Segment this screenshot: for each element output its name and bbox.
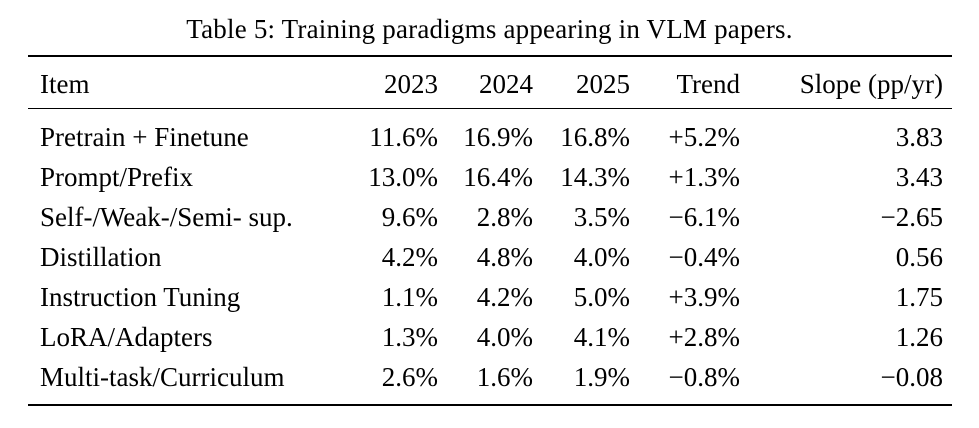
cell-2023: 2.6% — [381, 362, 438, 392]
column-header-2024: 2024 — [438, 57, 533, 109]
table-row: Prompt/Prefix 13.0% 16.4% 14.3% +1.3% 3.… — [28, 157, 952, 197]
cell-2024: 2.8% — [476, 202, 533, 232]
cell-2023: 4.2% — [381, 242, 438, 272]
column-header-item: Item — [28, 57, 308, 109]
cell-2023: 9.6% — [381, 202, 438, 232]
cell-item: LoRA/Adapters — [40, 322, 213, 352]
column-header-2023: 2023 — [308, 57, 438, 109]
cell-2025: 4.1% — [573, 322, 630, 352]
cell-2025: 5.0% — [573, 282, 630, 312]
cell-2025: 1.9% — [573, 362, 630, 392]
table-row: Distillation 4.2% 4.8% 4.0% −0.4% 0.56 — [28, 237, 952, 277]
header-row: Item 2023 2024 2025 Trend Slope (pp/yr) — [28, 57, 952, 109]
training-paradigms-table: Item 2023 2024 2025 Trend Slope (pp/yr) … — [28, 55, 952, 406]
cell-trend: +3.9% — [668, 282, 740, 312]
table-row: Self-/Weak-/Semi- sup. 9.6% 2.8% 3.5% −6… — [28, 197, 952, 237]
cell-trend: −0.8% — [668, 362, 740, 392]
cell-trend: +2.8% — [668, 322, 740, 352]
column-header-trend: Trend — [630, 57, 740, 109]
cell-2025: 4.0% — [573, 242, 630, 272]
cell-slope: −2.65 — [880, 202, 943, 232]
cell-trend: +5.2% — [668, 122, 740, 152]
data-table: Item 2023 2024 2025 Trend Slope (pp/yr) … — [28, 57, 952, 397]
cell-2024: 1.6% — [476, 362, 533, 392]
cell-trend: +1.3% — [668, 162, 740, 192]
cell-2024: 16.4% — [463, 162, 533, 192]
cell-item: Self-/Weak-/Semi- sup. — [40, 202, 293, 232]
table-row: Instruction Tuning 1.1% 4.2% 5.0% +3.9% … — [28, 277, 952, 317]
cell-2024: 4.8% — [476, 242, 533, 272]
cell-slope: 3.83 — [895, 122, 943, 152]
cell-2025: 14.3% — [560, 162, 630, 192]
cell-2023: 1.3% — [381, 322, 438, 352]
cell-2023: 13.0% — [368, 162, 438, 192]
cell-2024: 16.9% — [463, 122, 533, 152]
cell-slope: 1.26 — [895, 322, 943, 352]
cell-item: Prompt/Prefix — [40, 162, 193, 192]
cell-slope: 1.75 — [895, 282, 943, 312]
cell-item: Multi-task/Curriculum — [40, 362, 285, 392]
column-header-slope: Slope (pp/yr) — [740, 57, 952, 109]
table-caption: Table 5: Training paradigms appearing in… — [186, 14, 793, 44]
cell-2023: 11.6% — [369, 122, 438, 152]
table-row: Pretrain + Finetune 11.6% 16.9% 16.8% +5… — [28, 109, 952, 158]
cell-trend: −0.4% — [668, 242, 740, 272]
cell-item: Pretrain + Finetune — [40, 122, 249, 152]
cell-item: Instruction Tuning — [40, 282, 241, 312]
table-row: Multi-task/Curriculum 2.6% 1.6% 1.9% −0.… — [28, 357, 952, 397]
cell-trend: −6.1% — [668, 202, 740, 232]
table-row: LoRA/Adapters 1.3% 4.0% 4.1% +2.8% 1.26 — [28, 317, 952, 357]
cell-2025: 16.8% — [560, 122, 630, 152]
cell-2025: 3.5% — [573, 202, 630, 232]
cell-2024: 4.0% — [476, 322, 533, 352]
column-header-2025: 2025 — [533, 57, 630, 109]
cell-2024: 4.2% — [476, 282, 533, 312]
cell-item: Distillation — [40, 242, 162, 272]
cell-slope: 3.43 — [895, 162, 943, 192]
cell-slope: 0.56 — [895, 242, 943, 272]
cell-slope: −0.08 — [880, 362, 943, 392]
cell-2023: 1.1% — [381, 282, 438, 312]
